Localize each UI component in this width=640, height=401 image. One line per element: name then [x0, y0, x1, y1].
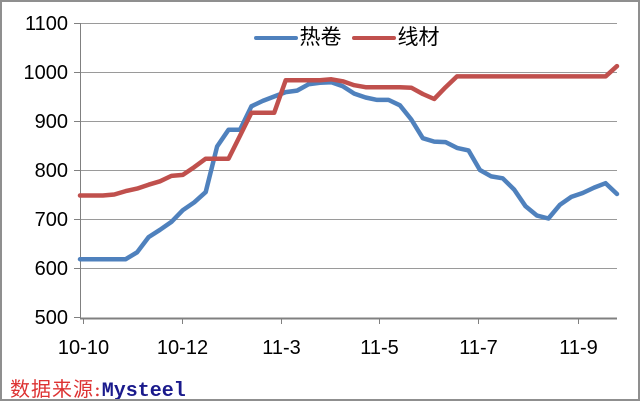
y-axis-label-600: 600: [34, 257, 68, 280]
data-source-name: Mysteel: [101, 380, 186, 401]
legend-label-wire-rod: 线材: [397, 26, 440, 49]
legend: 热卷 线材: [78, 26, 615, 50]
y-axis-label-500: 500: [34, 306, 68, 329]
hot-rolled-line-swatch: [253, 36, 298, 40]
y-axis-label-800: 800: [34, 159, 68, 182]
x-axis-label-10-10: 10-10: [57, 337, 110, 359]
y-axis-label-1100: 1100: [24, 12, 68, 35]
y-axis-label-700: 700: [34, 208, 68, 231]
data-source-line: 数据来源: Mysteel: [10, 373, 186, 401]
x-axis-label-11-7: 11-7: [459, 337, 498, 359]
hot-rolled-series-line: [77, 80, 620, 262]
legend-label-hot-rolled: 热卷: [299, 26, 342, 49]
x-axis-label-10-12: 10-12: [156, 337, 209, 359]
legend-item-hot-rolled: 热卷: [253, 26, 342, 49]
wire-rod-series-line: [77, 63, 620, 198]
wire-rod-line-swatch: [351, 36, 396, 40]
legend-item-wire-rod: 线材: [351, 26, 440, 49]
x-axis-label-11-5: 11-5: [360, 337, 399, 359]
data-source-prefix: 数据来源:: [10, 377, 102, 401]
x-axis-label-11-3: 11-3: [262, 337, 301, 359]
y-axis-label-1000: 1000: [23, 61, 69, 84]
y-axis-label-900: 900: [34, 110, 68, 133]
x-axis-label-11-9: 11-9: [559, 337, 598, 359]
